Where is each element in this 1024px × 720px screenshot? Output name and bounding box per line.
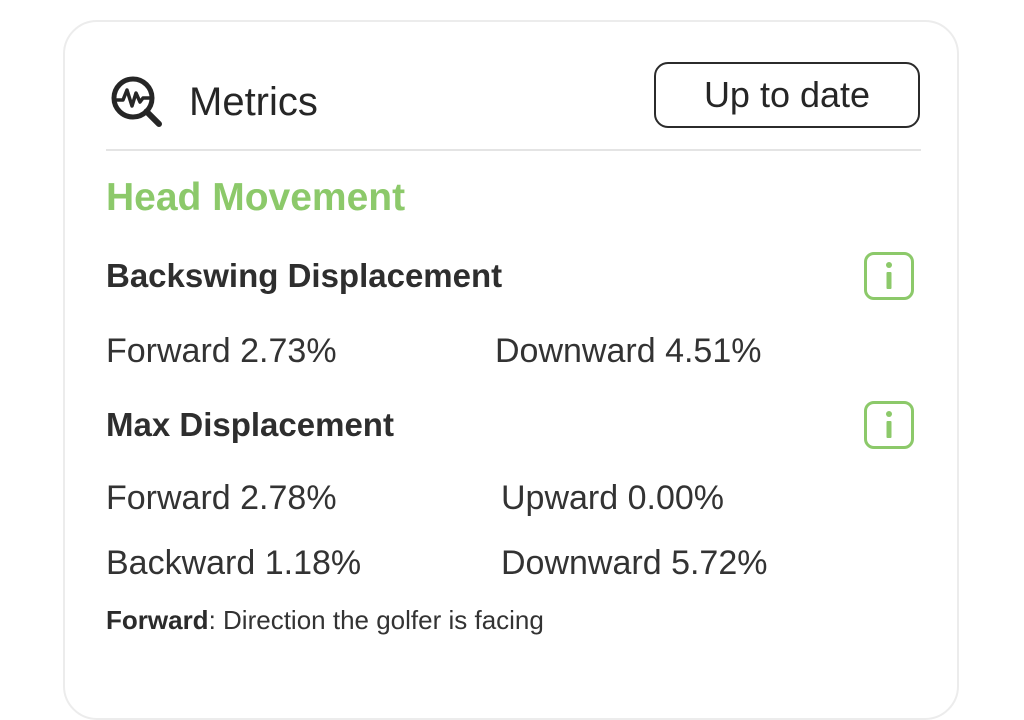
info-icon — [886, 262, 892, 289]
metrics-magnifier-icon — [109, 74, 165, 130]
backswing-forward-value: Forward 2.73% — [106, 332, 337, 370]
section-title-head-movement: Head Movement — [106, 176, 406, 219]
backswing-info-button[interactable] — [864, 252, 914, 300]
max-backward-value: Backward 1.18% — [106, 544, 362, 582]
backswing-downward-value: Downward 4.51% — [495, 332, 762, 370]
max-downward-value: Downward 5.72% — [501, 544, 768, 582]
card-header: Metrics Up to date — [109, 62, 921, 132]
direction-footnote: Forward: Direction the golfer is facing — [106, 604, 544, 636]
metrics-card: Metrics Up to date Head Movement Backswi… — [63, 20, 959, 720]
max-forward-value: Forward 2.78% — [106, 479, 337, 517]
footnote-term: Forward — [106, 605, 209, 635]
footnote-definition: : Direction the golfer is facing — [208, 605, 544, 635]
max-upward-value: Upward 0.00% — [501, 479, 725, 517]
backswing-displacement-title: Backswing Displacement — [106, 257, 503, 294]
header-divider — [106, 149, 921, 151]
info-icon — [886, 411, 892, 438]
card-title: Metrics — [189, 80, 318, 124]
max-displacement-title: Max Displacement — [106, 406, 394, 443]
up-to-date-button[interactable]: Up to date — [654, 62, 920, 128]
max-displacement-info-button[interactable] — [864, 401, 914, 449]
